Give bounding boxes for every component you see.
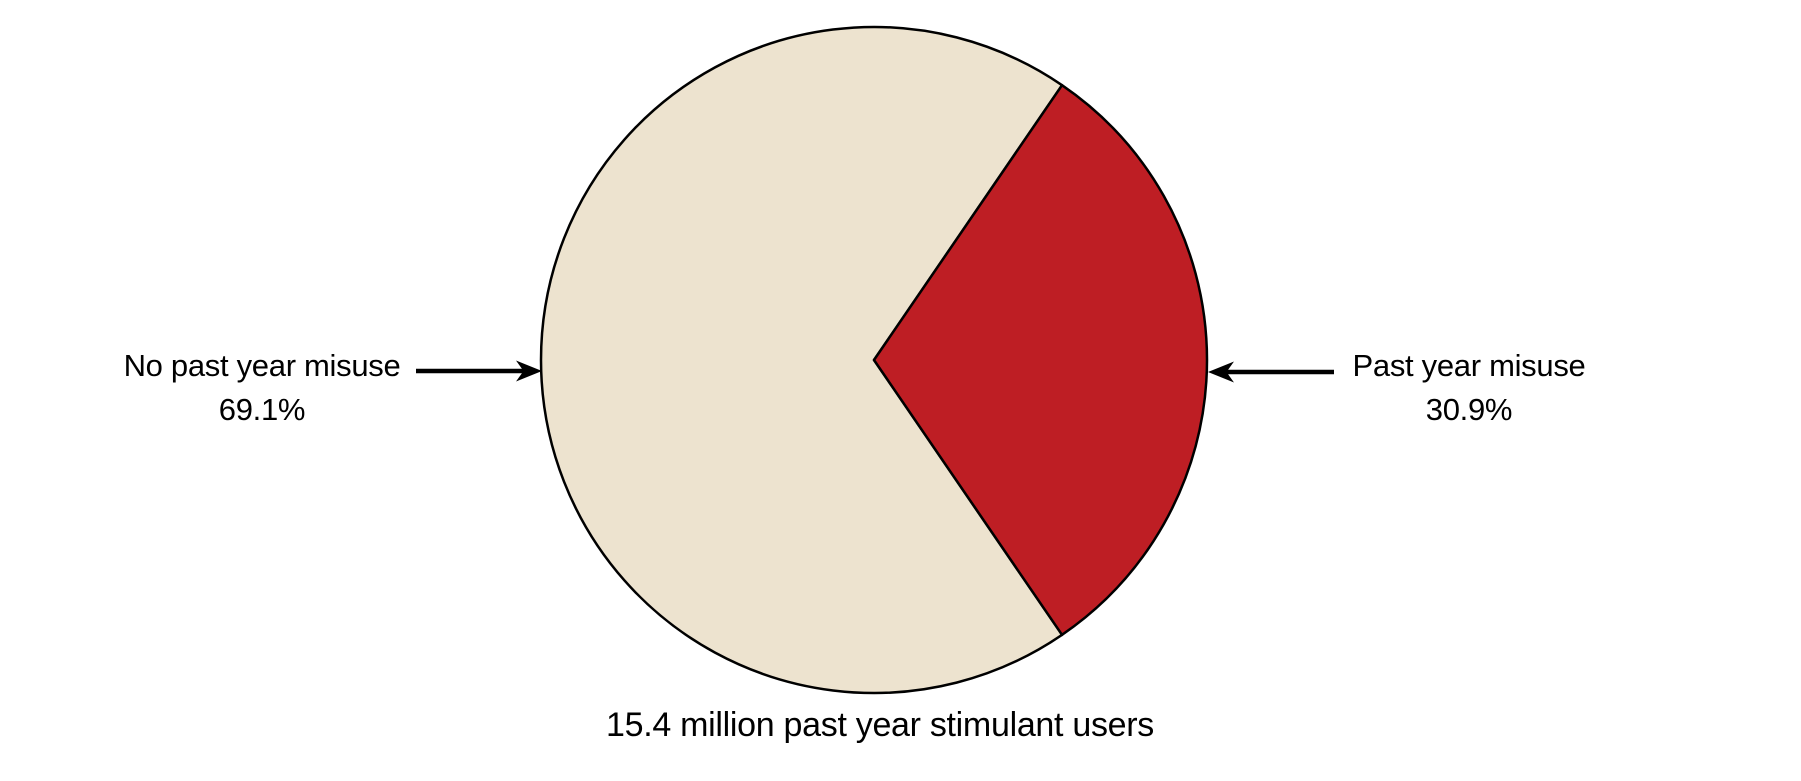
right-callout-arrow-icon [1208, 361, 1334, 383]
chart-caption: 15.4 million past year stimulant users [606, 706, 1154, 744]
pie-slice-past-year-misuse [872, 83, 1209, 637]
label-past-year-misuse-text: Past year misuse [1352, 348, 1586, 383]
label-no-past-year-misuse-pct: 69.1% [218, 392, 306, 427]
label-no-past-year-misuse-text: No past year misuse [123, 348, 401, 383]
pie-slice-no-past-year-misuse [539, 25, 1064, 695]
label-no-past-year-misuse: No past year misuse 69.1% [92, 344, 432, 432]
label-past-year-misuse-pct: 30.9% [1425, 392, 1513, 427]
left-callout-arrow-icon [416, 360, 542, 382]
label-past-year-misuse: Past year misuse 30.9% [1299, 344, 1639, 432]
